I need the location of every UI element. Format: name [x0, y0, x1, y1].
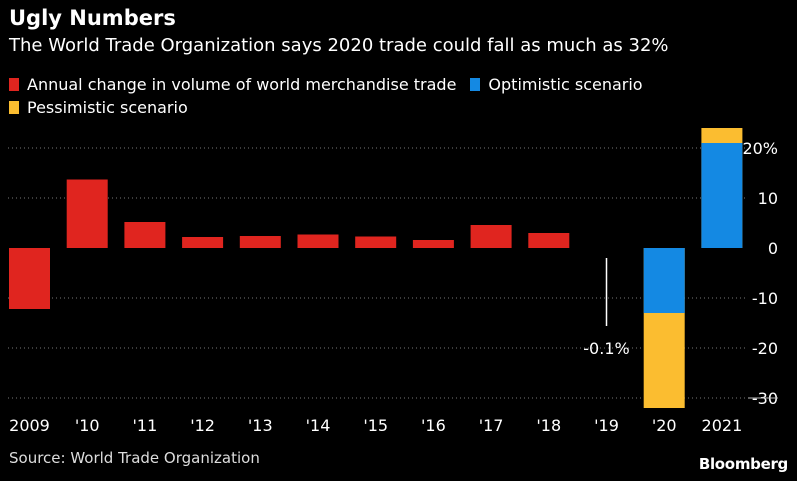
x-tick-label: '15	[363, 416, 388, 435]
x-tick-label: '12	[190, 416, 215, 435]
y-tick-label: 20%	[742, 139, 778, 158]
chart-title: Ugly Numbers	[9, 6, 176, 30]
bar-annual	[528, 233, 570, 248]
x-tick-label: '19	[594, 416, 619, 435]
legend-label-annual: Annual change in volume of world merchan…	[27, 75, 457, 94]
x-tick-label: '10	[75, 416, 100, 435]
x-tick-label: '16	[421, 416, 446, 435]
x-tick-label: '13	[248, 416, 273, 435]
legend-item-annual: Annual change in volume of world merchan…	[9, 75, 643, 94]
bloomberg-logo: Bloomberg	[698, 455, 788, 473]
x-tick-label: '11	[133, 416, 158, 435]
x-tick-label: '18	[536, 416, 561, 435]
bar-annual	[182, 237, 224, 248]
y-tick-label: 0	[768, 239, 778, 258]
legend-label-optimistic: Optimistic scenario	[488, 75, 643, 94]
x-tick-label: '14	[306, 416, 331, 435]
y-tick-label: -10	[752, 289, 778, 308]
x-tick-label: '20	[652, 416, 677, 435]
legend-swatch-pessimistic	[9, 101, 19, 114]
y-tick-label: 10	[758, 189, 778, 208]
x-tick-label: 2009	[9, 416, 50, 435]
legend-item-pessimistic: Pessimistic scenario	[9, 98, 188, 117]
annotation-label: -0.1%	[583, 339, 629, 358]
bar-annual	[66, 179, 108, 248]
legend-swatch-optimistic	[470, 78, 481, 91]
bar-annual	[470, 225, 512, 248]
bar-optimistic	[643, 248, 685, 313]
legend-swatch-annual	[9, 78, 19, 91]
bar-annual	[124, 222, 166, 248]
x-tick-label: '17	[479, 416, 504, 435]
bar-annual	[412, 240, 454, 248]
bar-optimistic	[701, 143, 743, 248]
y-tick-label: -20	[752, 339, 778, 358]
bar-annual	[239, 236, 281, 248]
bar-annual	[355, 236, 397, 248]
bar-annual	[297, 234, 339, 248]
source-note: Source: World Trade Organization	[9, 449, 260, 467]
legend-label-pessimistic: Pessimistic scenario	[27, 98, 188, 117]
bar-annual	[9, 248, 50, 309]
chart-subtitle: The World Trade Organization says 2020 t…	[9, 35, 669, 56]
x-tick-label: 2021	[702, 416, 743, 435]
